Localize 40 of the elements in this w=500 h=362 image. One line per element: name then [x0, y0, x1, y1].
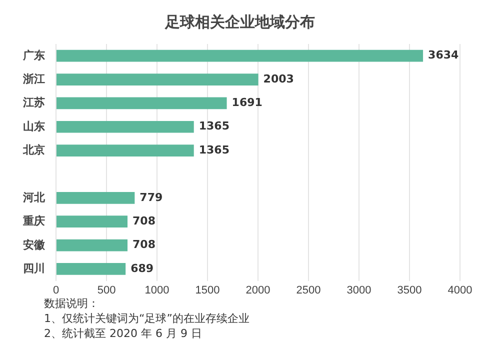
- chart-title: 足球相关企业地域分布: [164, 14, 315, 32]
- y-tick-label: 四川: [23, 262, 45, 275]
- data-label: 1365: [198, 143, 230, 156]
- bar: [56, 74, 258, 86]
- y-tick-label: 广东: [22, 48, 45, 62]
- x-tick-label: 1500: [195, 284, 220, 296]
- text: 2、统计截至 2020 年 6 月 9 日: [44, 326, 203, 341]
- y-tick-label: 山东: [23, 120, 45, 133]
- x-tick-label: 3000: [346, 284, 372, 296]
- data-label: 689: [130, 262, 154, 275]
- data-label: 2003: [263, 72, 294, 86]
- x-tick-label: 2000: [246, 284, 270, 296]
- data-label: 1365: [198, 120, 230, 133]
- y-tick-label: 重庆: [22, 214, 45, 228]
- x-tick-label: 3500: [397, 284, 422, 296]
- data-label: 708: [132, 214, 156, 228]
- y-tick-label: 浙江: [22, 72, 45, 86]
- data-label: 708: [132, 238, 156, 252]
- bar: [56, 50, 424, 62]
- bar: [56, 120, 194, 133]
- x-tick-label: 0: [52, 284, 60, 296]
- y-tick-label: 河北: [22, 190, 46, 204]
- bar: [56, 97, 227, 110]
- x-tick-label: 1000: [144, 284, 170, 296]
- bar: [56, 192, 135, 204]
- y-tick-label: 安徽: [23, 238, 46, 252]
- x-tick-label: 2500: [296, 284, 321, 296]
- y-tick-label: 江苏: [22, 96, 45, 110]
- y-tick-label: 北京: [22, 144, 45, 157]
- data-label: 779: [140, 190, 163, 204]
- text: 数据说明：: [44, 296, 100, 311]
- bar: [56, 144, 194, 156]
- bar: [56, 263, 126, 275]
- data-label: 1691: [232, 96, 262, 110]
- x-tick-label: 500: [97, 284, 116, 296]
- x-tick-label: 4000: [448, 284, 472, 296]
- data-label: 3634: [428, 48, 459, 62]
- bar: [56, 216, 128, 228]
- text: 1、仅统计关键词为“足球”的在业存续企业: [44, 311, 250, 326]
- bar: [56, 239, 128, 252]
